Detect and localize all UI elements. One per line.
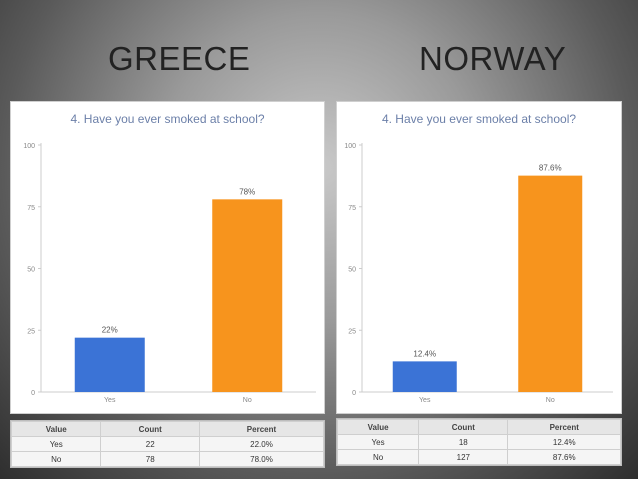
data-label: 87.6% [539,164,562,173]
table-row: No 127 87.6% [336,449,621,465]
table-cell: Yes [336,434,420,450]
y-tick-label: 0 [31,390,35,397]
table-header: Count [418,419,509,435]
y-tick-label: 50 [27,267,35,274]
table-cell: No [10,451,102,467]
table-cell: Yes [10,436,102,452]
table-cell: 78.0% [198,451,325,467]
table-header: Percent [507,419,621,435]
y-tick-label: 0 [352,390,356,397]
x-tick-label: No [546,397,555,404]
y-tick-label: 50 [348,267,356,274]
data-label: 78% [239,187,255,196]
table-row: Yes 22 22.0% [10,436,325,452]
table-row: No 78 78.0% [10,451,325,467]
y-tick-label: 75 [348,205,356,212]
chart-title: 4. Have you ever smoked at school? [70,112,265,126]
x-tick-label: Yes [419,397,431,404]
table-cell: 22 [100,436,200,452]
x-tick-label: Yes [104,397,116,404]
table-cell: 22.0% [198,436,325,452]
table-cell: 12.4% [507,434,621,450]
y-tick-label: 100 [23,143,35,150]
bar-chart-greece: 0 25 50 75 100 22% Yes 78% No [23,143,316,404]
y-tick-label: 100 [344,143,356,150]
chart-title: 4. Have you ever smoked at school? [381,112,577,126]
y-tick-label: 25 [27,328,35,335]
table-cell: 78 [100,451,200,467]
table-row: Yes 18 12.4% [336,434,621,450]
y-tick-label: 25 [348,328,356,335]
table-cell: 87.6% [507,449,621,465]
x-tick-label: No [243,397,252,404]
bar-no [212,199,283,392]
table-header: Value [10,421,102,437]
chart-panel-greece: 4. Have you ever smoked at school? 0 25 50… [10,101,325,414]
bar-yes [74,337,145,392]
table-header: Percent [198,421,325,437]
y-tick-label: 75 [27,205,35,212]
table-cell: 18 [418,434,509,450]
heading-norway: NORWAY [419,40,567,77]
table-cell: No [336,449,420,465]
data-label: 12.4% [413,349,436,358]
bar-yes [392,361,457,392]
bar-no [518,175,583,392]
table-header: Value [336,419,420,435]
table-cell: 127 [418,449,509,465]
heading-greece: GREECE [108,40,251,77]
data-table-norway: Value Count Percent Yes 18 12.4% No 127 … [336,418,622,466]
table-header: Count [100,421,200,437]
chart-panel-norway: 4. Have you ever smoked at school? 0 25 50… [336,101,622,414]
bar-chart-norway: 0 25 50 75 100 12.4% Yes 87.6% No [344,143,613,404]
data-table-greece: Value Count Percent Yes 22 22.0% No 78 7… [10,420,325,468]
data-label: 22% [102,326,118,335]
